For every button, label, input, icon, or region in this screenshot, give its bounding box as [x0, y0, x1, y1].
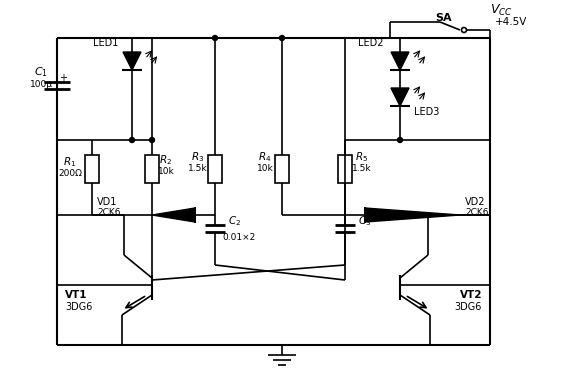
Circle shape [129, 138, 135, 142]
Text: $C_1$: $C_1$ [34, 65, 48, 79]
Text: 1.5k: 1.5k [352, 163, 372, 173]
Text: LED1: LED1 [93, 38, 118, 48]
Text: VD2: VD2 [465, 197, 485, 207]
Text: VT2: VT2 [459, 290, 482, 300]
Polygon shape [123, 52, 141, 70]
Text: 10k: 10k [158, 166, 175, 176]
Text: LED3: LED3 [414, 107, 440, 117]
Text: $C_2$: $C_2$ [229, 214, 241, 228]
Text: $R_2$: $R_2$ [160, 153, 172, 167]
Text: 0.01×2: 0.01×2 [222, 232, 256, 242]
Text: VT1: VT1 [65, 290, 88, 300]
Text: 3DG6: 3DG6 [65, 302, 92, 312]
Text: $R_3$: $R_3$ [191, 150, 205, 164]
Text: 3DG6: 3DG6 [455, 302, 482, 312]
Circle shape [150, 138, 154, 142]
Bar [85, 155, 99, 183]
Polygon shape [152, 208, 195, 222]
Circle shape [280, 35, 285, 40]
Text: +: + [59, 73, 67, 83]
Text: SA: SA [435, 13, 452, 23]
Text: 10k: 10k [256, 163, 273, 173]
Text: 200Ω: 200Ω [58, 168, 82, 178]
Text: $C_3$: $C_3$ [358, 214, 372, 228]
Text: +4.5V: +4.5V [495, 17, 527, 27]
Bar [145, 155, 159, 183]
Bar [208, 155, 222, 183]
Text: LED2: LED2 [358, 38, 384, 48]
Polygon shape [391, 52, 409, 70]
Text: $R_4$: $R_4$ [258, 150, 271, 164]
Text: VD1: VD1 [97, 197, 117, 207]
Circle shape [212, 35, 218, 40]
Text: $V_{CC}$: $V_{CC}$ [490, 2, 513, 18]
Circle shape [397, 138, 403, 142]
Text: 2CK6: 2CK6 [465, 208, 488, 216]
Text: $R_5$: $R_5$ [356, 150, 368, 164]
Bar [275, 155, 289, 183]
Text: 1.5k: 1.5k [188, 163, 208, 173]
Polygon shape [391, 88, 409, 106]
Text: $R_1$: $R_1$ [63, 155, 77, 169]
Text: 2CK6: 2CK6 [97, 208, 121, 216]
Bar [338, 155, 352, 183]
Polygon shape [365, 208, 460, 222]
Text: 100μ: 100μ [30, 80, 53, 88]
